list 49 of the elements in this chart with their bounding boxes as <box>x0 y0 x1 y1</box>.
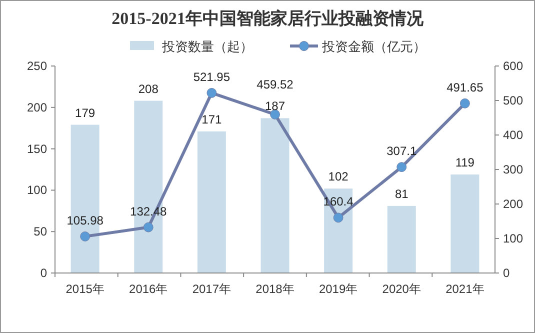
legend-label: 投资数量（起） <box>161 39 253 54</box>
y2-tick-label: 100 <box>503 232 524 246</box>
bar <box>387 206 416 273</box>
x-tick-label: 2015年 <box>66 282 104 296</box>
x-tick-label: 2019年 <box>318 282 358 296</box>
chart-title: 2015-2021年中国智能家居行业投融资情况 <box>112 9 424 28</box>
data-label: 119 <box>455 155 475 170</box>
x-tick-label: 2016年 <box>129 282 168 296</box>
data-label: 102 <box>328 170 349 184</box>
data-label: 187 <box>264 99 286 114</box>
point <box>80 231 90 242</box>
data-label: 132.48 <box>130 204 168 218</box>
point <box>143 222 154 232</box>
data-label: 521.95 <box>193 70 230 84</box>
y2-tick-label: 400 <box>503 128 524 142</box>
y-tick-label: 250 <box>26 59 48 73</box>
y-tick-label: 50 <box>34 224 48 239</box>
data-label: 491.65 <box>446 80 484 94</box>
point <box>206 88 217 98</box>
legend-label: 投资金额（亿元） <box>321 39 426 54</box>
bar <box>324 188 353 273</box>
data-label: 160.4 <box>323 194 354 209</box>
x-tick-label: 2021年 <box>446 282 484 296</box>
data-label: 105.98 <box>66 213 104 228</box>
bar <box>197 131 226 273</box>
data-label: 179 <box>75 106 96 120</box>
point <box>460 98 470 108</box>
x-tick-label: 2020年 <box>382 282 421 296</box>
data-label: 208 <box>138 82 159 96</box>
data-label: 171 <box>202 112 222 126</box>
y2-tick-label: 300 <box>503 162 524 176</box>
y2-tick-label: 600 <box>503 59 524 73</box>
y-tick-label: 100 <box>26 183 48 198</box>
data-label: 459.52 <box>256 77 294 92</box>
point <box>333 212 344 223</box>
y-tick-label: 0 <box>40 266 48 280</box>
data-label: 307.1 <box>386 144 417 158</box>
y-tick-label: 200 <box>26 100 48 114</box>
bar <box>450 174 480 273</box>
data-label: 81 <box>394 186 409 201</box>
point <box>396 162 407 172</box>
y2-tick-label: 0 <box>503 266 510 280</box>
point <box>270 110 280 120</box>
y-tick-label: 150 <box>26 142 48 156</box>
bar <box>260 118 290 273</box>
x-tick-label: 2018年 <box>256 282 294 296</box>
y2-tick-label: 500 <box>503 94 524 108</box>
y2-tick-label: 200 <box>503 197 524 211</box>
x-tick-label: 2017年 <box>192 282 232 296</box>
